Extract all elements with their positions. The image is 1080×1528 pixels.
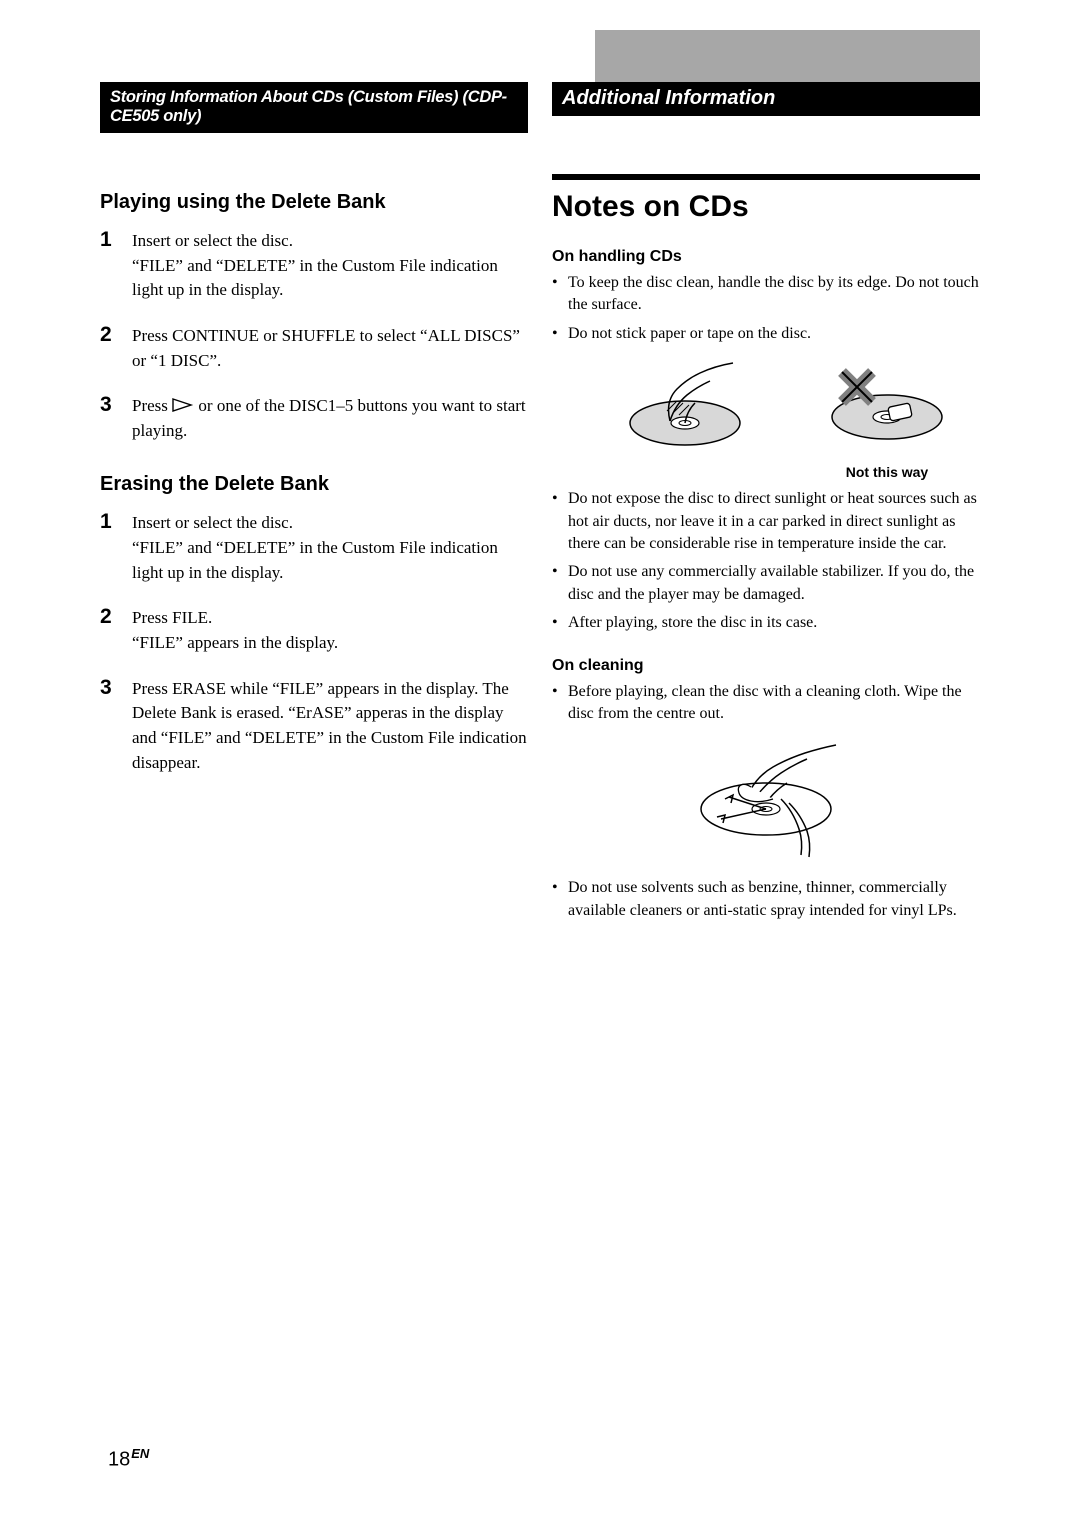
handling-figures: Not this way — [592, 361, 980, 480]
bullet-text: Do not stick paper or tape on the disc. — [568, 323, 811, 345]
right-column: Additional Information Notes on CDs On h… — [552, 82, 980, 928]
disc-edge-figure — [615, 361, 755, 480]
step-item: 2 Press CONTINUE or SHUFFLE to select “A… — [100, 323, 528, 373]
step-item: 1 Insert or select the disc.“FILE” and “… — [100, 228, 528, 303]
step-item: 1 Insert or select the disc. “FILE” and … — [100, 510, 528, 585]
bullet-text: Do not use any commercially available st… — [568, 561, 980, 606]
playing-heading: Playing using the Delete Bank — [100, 191, 528, 214]
disc-edge-icon — [615, 361, 755, 451]
bullet-item: •Before playing, clean the disc with a c… — [552, 681, 980, 726]
bullet-item: •Do not expose the disc to direct sunlig… — [552, 488, 980, 555]
step-text: Press CONTINUE or SHUFFLE to select “ALL… — [132, 323, 528, 373]
bullet-text: After playing, store the disc in its cas… — [568, 612, 817, 634]
step-number: 2 — [100, 605, 132, 655]
cleaning-figure — [552, 739, 980, 859]
step-number: 2 — [100, 323, 132, 373]
step-number: 3 — [100, 393, 132, 443]
left-header: Storing Information About CDs (Custom Fi… — [100, 82, 528, 133]
page-num-value: 18 — [108, 1449, 130, 1471]
handling-bullets-2: •Do not expose the disc to direct sunlig… — [552, 488, 980, 634]
step-text: Press or one of the DISC1–5 buttons you … — [132, 393, 528, 443]
handling-head: On handling CDs — [552, 248, 980, 266]
figure-caption — [615, 464, 755, 480]
cleaning-bullets-2: •Do not use solvents such as benzine, th… — [552, 877, 980, 922]
playing-steps: 1 Insert or select the disc.“FILE” and “… — [100, 228, 528, 443]
step-item: 3 Press or one of the DISC1–5 buttons yo… — [100, 393, 528, 443]
page-lang: EN — [131, 1446, 149, 1461]
step-text: Press ERASE while “FILE” appears in the … — [132, 676, 528, 776]
bullet-text: Do not use solvents such as benzine, thi… — [568, 877, 980, 922]
title-rule: Notes on CDs — [552, 174, 980, 224]
bullet-item: •Do not use solvents such as benzine, th… — [552, 877, 980, 922]
bullet-item: •After playing, store the disc in its ca… — [552, 612, 980, 634]
header-gray-bar — [595, 30, 980, 82]
step-number: 1 — [100, 228, 132, 303]
step-text: Press FILE.“FILE” appears in the display… — [132, 605, 338, 655]
step-item: 2 Press FILE.“FILE” appears in the displ… — [100, 605, 528, 655]
bullet-text: Do not expose the disc to direct sunligh… — [568, 488, 980, 555]
play-icon — [172, 398, 194, 412]
step-text: Insert or select the disc.“FILE” and “DE… — [132, 228, 528, 303]
figure-caption: Not this way — [817, 464, 957, 480]
bullet-item: •Do not stick paper or tape on the disc. — [552, 323, 980, 345]
step-item: 3 Press ERASE while “FILE” appears in th… — [100, 676, 528, 776]
left-column: Storing Information About CDs (Custom Fi… — [100, 82, 528, 928]
cleaning-bullets-1: •Before playing, clean the disc with a c… — [552, 681, 980, 726]
disc-wipe-icon — [681, 739, 851, 859]
cleaning-head: On cleaning — [552, 657, 980, 675]
disc-wrong-figure: Not this way — [817, 361, 957, 480]
handling-bullets-1: •To keep the disc clean, handle the disc… — [552, 272, 980, 345]
step-number: 1 — [100, 510, 132, 585]
bullet-text: To keep the disc clean, handle the disc … — [568, 272, 980, 317]
erasing-steps: 1 Insert or select the disc. “FILE” and … — [100, 510, 528, 775]
erasing-heading: Erasing the Delete Bank — [100, 473, 528, 496]
disc-wrong-icon — [817, 361, 957, 451]
bullet-item: •To keep the disc clean, handle the disc… — [552, 272, 980, 317]
step-number: 3 — [100, 676, 132, 776]
page-number: 18EN — [108, 1446, 149, 1472]
notes-title: Notes on CDs — [552, 190, 980, 224]
bullet-text: Before playing, clean the disc with a cl… — [568, 681, 980, 726]
right-header: Additional Information — [552, 82, 980, 116]
bullet-item: •Do not use any commercially available s… — [552, 561, 980, 606]
step-text: Insert or select the disc. “FILE” and “D… — [132, 510, 528, 585]
